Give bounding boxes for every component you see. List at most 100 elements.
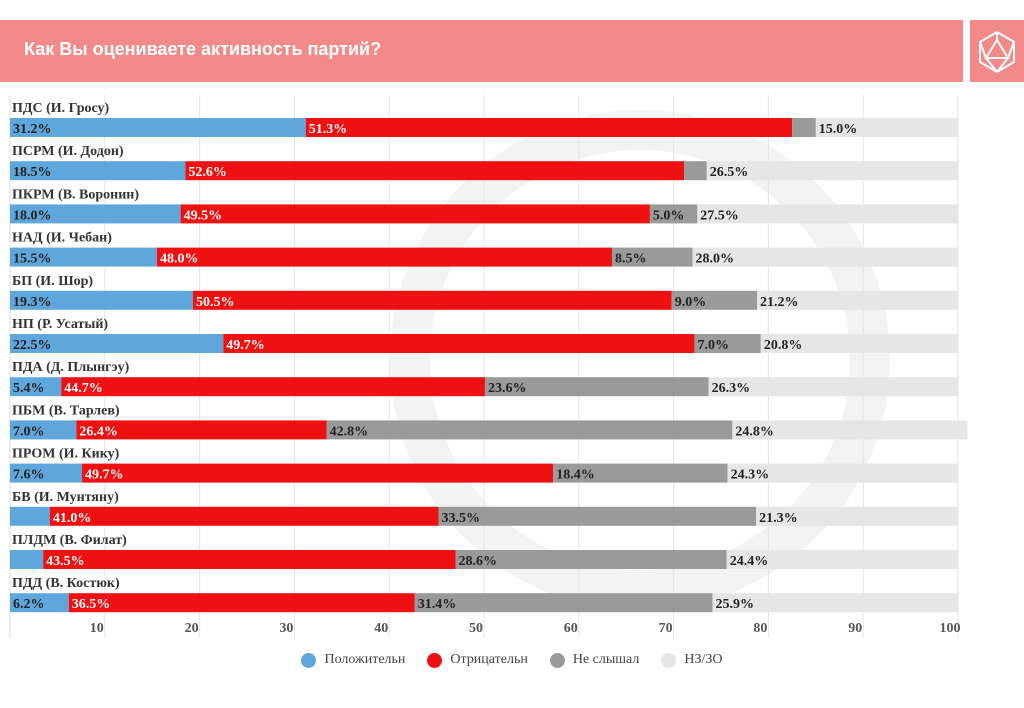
data-label: 18.0% [13,208,52,223]
data-label: 41.0% [53,511,92,526]
x-tick-label: 90 [848,621,862,636]
category-label: ПСРМ (И. Додон) [12,144,124,159]
data-label: 42.8% [330,424,369,439]
bar-segment [438,506,757,526]
legend-item: Отрицательн [427,652,528,668]
data-label: 15.5% [13,252,52,267]
bar-segment [697,204,958,224]
data-label: 23.6% [488,381,527,396]
data-label: 33.5% [441,511,480,526]
data-label: 26.4% [79,424,118,439]
legend-label: Положительн [324,652,406,667]
data-label: 21.2% [760,295,799,310]
bar-segment [10,290,193,310]
legend-item: Положительн [301,652,405,668]
data-label: 18.5% [13,165,52,180]
bar-segment [43,550,456,569]
bar-segment [692,247,958,267]
data-label: 25.9% [715,597,754,612]
logo [970,20,1024,82]
legend-label: Не слышал [572,652,640,667]
bar-segment [76,420,327,440]
bar-segment [156,247,612,267]
bar-segment [68,593,415,613]
legend-dot-icon [661,652,677,668]
bar-segment [414,593,713,613]
data-label: 7.6% [13,468,45,483]
bar-segment [185,161,685,181]
data-label: 8.5% [615,252,647,267]
data-label: 52.6% [188,165,227,180]
bar-segment [756,506,958,526]
data-label: 21.3% [759,511,798,526]
bar-segment [712,593,958,613]
data-label: 51.3% [309,122,348,137]
category-label: НАД (И. Чебан) [12,231,112,246]
bar-segment [305,118,793,137]
category-label: ПЛДМ (В. Филат) [12,533,127,548]
x-tick-label: 70 [659,621,673,636]
category-label: БВ (И. Мунтяну) [12,490,119,505]
category-label: ПДД (В. Костюк) [12,576,120,591]
data-label: 7.0% [13,424,45,439]
data-label: 27.5% [700,208,739,223]
bar-segment [792,118,816,137]
bar-segment [10,377,62,397]
x-tick-label: 30 [279,621,293,636]
bar-segment [10,463,83,483]
bar-segment [49,506,439,526]
data-label: 7.0% [697,338,729,353]
bar-segment [732,420,968,440]
data-label: 24.3% [731,468,770,483]
bar-segment [484,377,709,397]
data-label: 5.4% [13,381,45,396]
x-tick-label: 60 [564,621,578,636]
header-banner: Как Вы оцениваете активность партий? [0,20,963,82]
bar-segment [727,463,958,483]
data-label: 44.7% [64,381,103,396]
data-label: 26.5% [710,165,749,180]
bar-segment [61,377,485,397]
legend: Положительн Отрицательн Не слышал НЗ/ЗО [0,652,1024,668]
legend-item: НЗ/ЗО [661,652,723,668]
data-label: 26.3% [712,381,751,396]
x-tick-label: 10 [90,621,104,636]
bar-segment [180,204,650,224]
data-label: 49.7% [226,338,264,353]
data-label: 36.5% [72,597,111,612]
bar-segment [760,334,958,353]
data-label: 24.8% [735,424,774,439]
bar-segment [10,593,69,613]
category-label: ПДА (Д. Плынгэу) [12,360,130,375]
data-label: 31.2% [13,122,52,137]
data-label: 43.5% [46,554,85,569]
bar-segment [192,290,672,310]
data-label: 48.0% [160,252,199,267]
legend-dot-icon [427,652,443,668]
bar-segment [10,550,44,569]
data-label: 31.4% [418,597,457,612]
data-label: 9.0% [675,295,707,310]
data-label: 49.7% [85,468,124,483]
bar-segment [10,204,181,224]
legend-item: Не слышал [549,652,640,668]
bar-segment [726,550,958,569]
data-label: 5.0% [653,208,685,223]
legend-label: Отрицательн [450,652,528,667]
bar-segment [553,463,728,483]
category-label: НП (Р. Усатый) [12,317,108,332]
bar-segment [10,334,224,353]
bar-segment [10,118,306,137]
bar-segment [10,247,157,267]
data-label: 19.3% [13,295,52,310]
data-label: 24.4% [730,554,769,569]
bar-segment [82,463,554,483]
data-label: 18.4% [556,468,595,483]
bar-segment [684,161,707,181]
data-label: 28.6% [459,554,498,569]
bar-segment [10,161,186,181]
bar-segment [611,247,693,267]
bar-segment [757,290,958,310]
bar-segment [10,420,77,440]
legend-dot-icon [549,652,565,668]
